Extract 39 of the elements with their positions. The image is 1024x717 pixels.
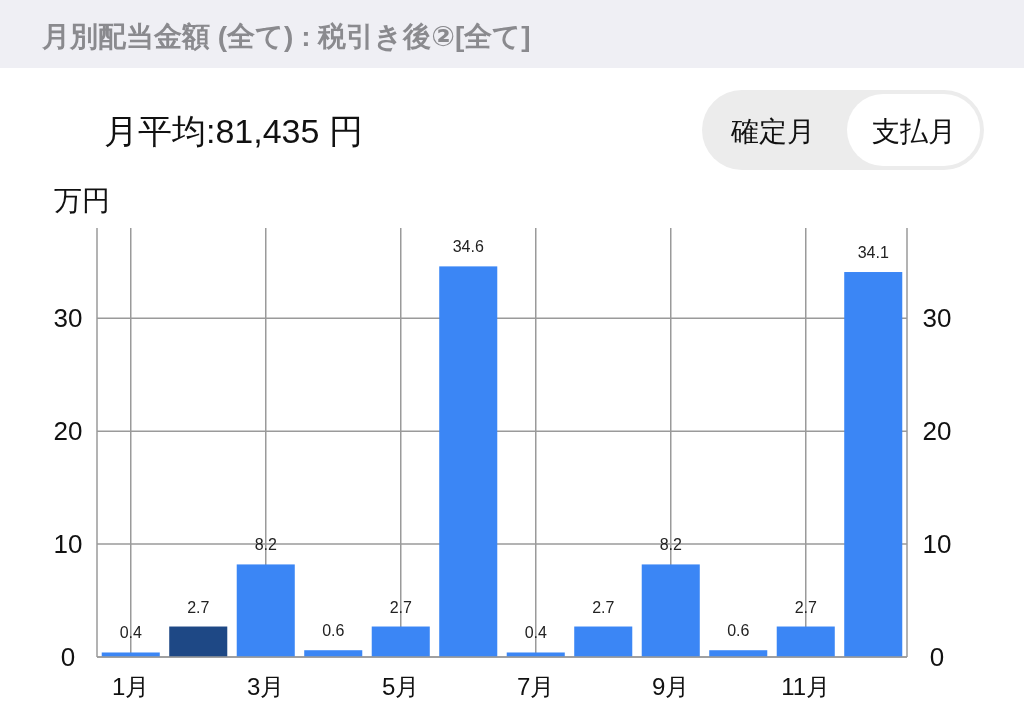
y-tick-label: 10 (53, 529, 83, 560)
y-tick-label: 0 (60, 642, 76, 672)
bar (439, 266, 498, 657)
y-tick-label: 30 (53, 303, 83, 334)
data-label: 0.6 (727, 622, 750, 640)
x-tick-label: 3月 (247, 673, 285, 700)
data-label: 34.1 (857, 244, 889, 262)
x-tick-label: 7月 (517, 673, 555, 700)
data-label: 2.7 (794, 598, 817, 616)
bar (236, 564, 295, 657)
data-label: 2.7 (592, 598, 615, 616)
y2-tick-label: 20 (922, 416, 952, 447)
y2-tick-label: 30 (922, 303, 952, 334)
y-axis-title: 万円 (54, 185, 110, 216)
data-label: 8.2 (254, 536, 277, 554)
y-tick-label: 20 (53, 416, 83, 447)
x-tick-label: 1月 (112, 673, 150, 700)
data-label: 0.4 (119, 624, 142, 642)
bar (776, 626, 835, 657)
data-label: 2.7 (187, 598, 210, 616)
chart-title: 月別配当金額 (全て) : 税引き後②[全て] (41, 21, 531, 52)
bar (169, 626, 228, 657)
data-label: 0.6 (322, 622, 345, 640)
bar (574, 626, 633, 657)
bar (371, 626, 430, 657)
chart-subtitle: 月平均:81,435 円 (104, 112, 363, 150)
data-label: 0.4 (524, 624, 547, 642)
bar (641, 564, 700, 657)
y2-tick-label: 0 (929, 642, 945, 672)
text: 支払月 (871, 116, 956, 147)
data-label: 8.2 (659, 536, 682, 554)
data-label: 2.7 (389, 598, 412, 616)
text: 確定月 (729, 116, 815, 147)
x-tick-label: 9月 (652, 673, 690, 700)
data-label: 34.6 (452, 238, 484, 256)
bar (844, 272, 903, 657)
x-tick-label: 11月 (781, 673, 831, 700)
y2-tick-label: 10 (922, 529, 952, 560)
x-tick-label: 5月 (382, 673, 420, 700)
